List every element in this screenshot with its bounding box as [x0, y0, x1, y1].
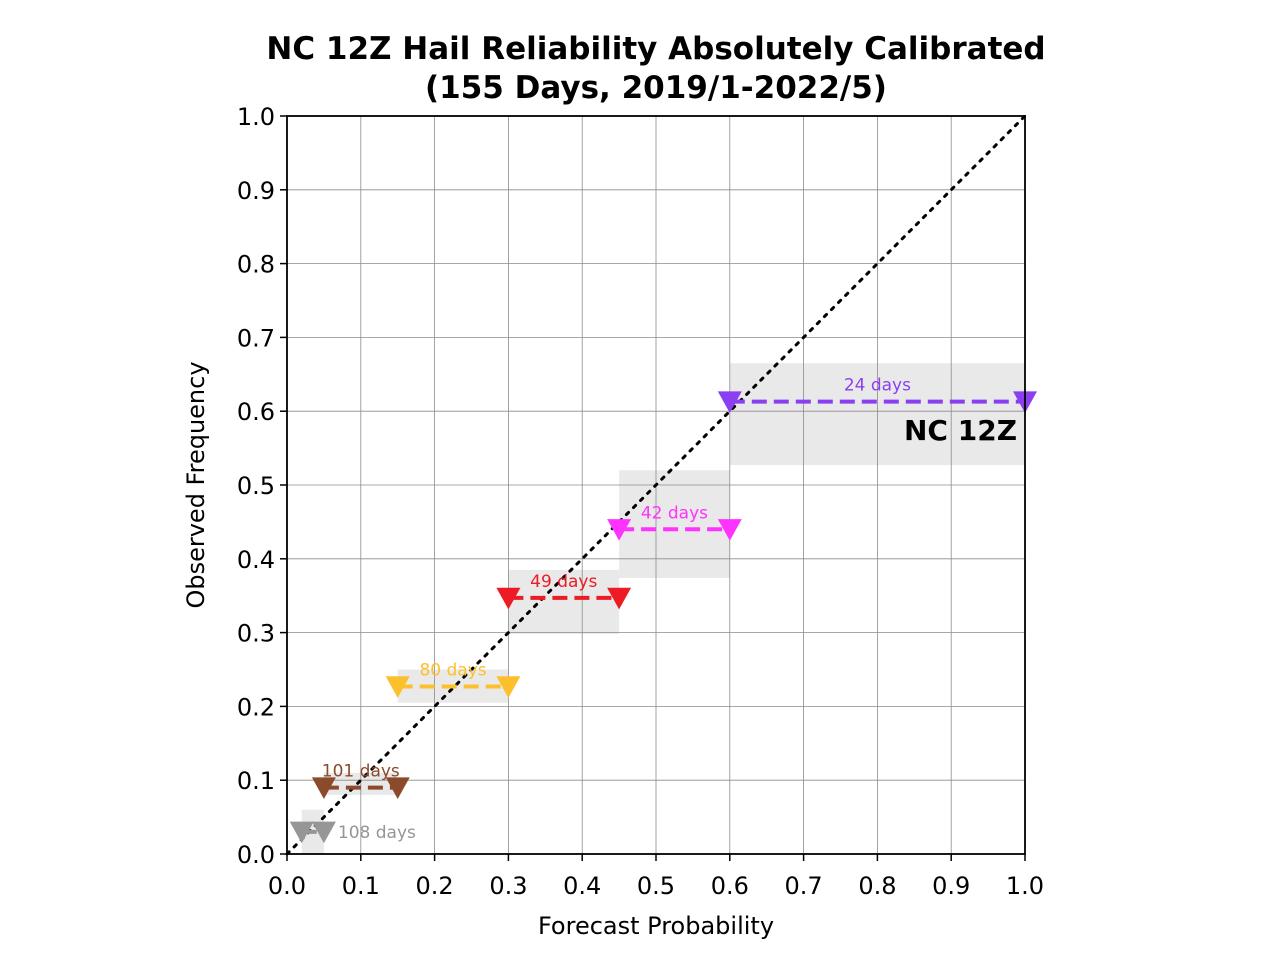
x-tick-label: 0.0: [268, 872, 306, 900]
y-tick-label: 0.7: [237, 324, 275, 352]
chart-title: NC 12Z Hail Reliability Absolutely Calib…: [266, 31, 1045, 67]
y-axis-label: Observed Frequency: [182, 361, 210, 608]
x-tick-label: 0.5: [637, 872, 675, 900]
y-tick-label: 0.0: [237, 841, 275, 869]
perfect-reliability-line: [285, 114, 1027, 856]
bin-marker-high: [311, 821, 336, 844]
bin-days-label: 42 days: [641, 503, 708, 523]
y-tick-label: 0.1: [237, 767, 275, 795]
bin-days-label: 80 days: [419, 660, 486, 680]
bin-days-label: 101 days: [322, 762, 400, 782]
y-tick-label: 0.4: [237, 546, 275, 574]
y-tick-label: 0.5: [237, 472, 275, 500]
bin-marker-low: [289, 821, 314, 844]
bin-days-label: 49 days: [530, 572, 597, 592]
bin-days-label: 24 days: [844, 376, 911, 396]
bin-shading: [508, 569, 620, 635]
x-tick-label: 0.6: [711, 872, 749, 900]
bin-marker-low: [496, 587, 521, 610]
x-tick-label: 0.7: [785, 872, 823, 900]
bin-marker-low: [385, 676, 410, 698]
region-label: NC 12Z: [904, 414, 1017, 447]
y-tick-label: 0.3: [237, 620, 275, 648]
x-tick-label: 0.2: [416, 872, 454, 900]
y-tick-label: 0.9: [237, 177, 275, 205]
x-tick-label: 0.4: [563, 872, 601, 900]
x-tick-label: 0.8: [858, 872, 896, 900]
x-tick-label: 0.1: [342, 872, 380, 900]
bin-marker-high: [385, 777, 410, 799]
y-tick-label: 0.8: [237, 251, 275, 279]
y-tick-label: 0.2: [237, 693, 275, 721]
y-tick-label: 1.0: [237, 103, 275, 131]
bin-marker-low: [311, 777, 336, 799]
bin-days-label: 108 days: [338, 823, 416, 843]
plot-area: 108 days 101 days 80 days 49 days 42 days 24 …: [237, 103, 1044, 900]
bin-marker-high: [717, 519, 742, 541]
x-axis-label: Forecast Probability: [538, 912, 774, 940]
bin-marker-low: [717, 391, 742, 414]
x-tick-label: 0.9: [932, 872, 970, 900]
y-tick-label: 0.6: [237, 398, 275, 426]
x-tick-label: 1.0: [1006, 872, 1044, 900]
bin-marker-low: [607, 519, 632, 541]
bin-marker-high: [607, 587, 632, 610]
bin-marker-high: [496, 676, 521, 698]
bin-shading: [619, 470, 730, 578]
chart-subtitle: (155 Days, 2019/1-2022/5): [425, 70, 887, 106]
x-tick-label: 0.3: [489, 872, 527, 900]
